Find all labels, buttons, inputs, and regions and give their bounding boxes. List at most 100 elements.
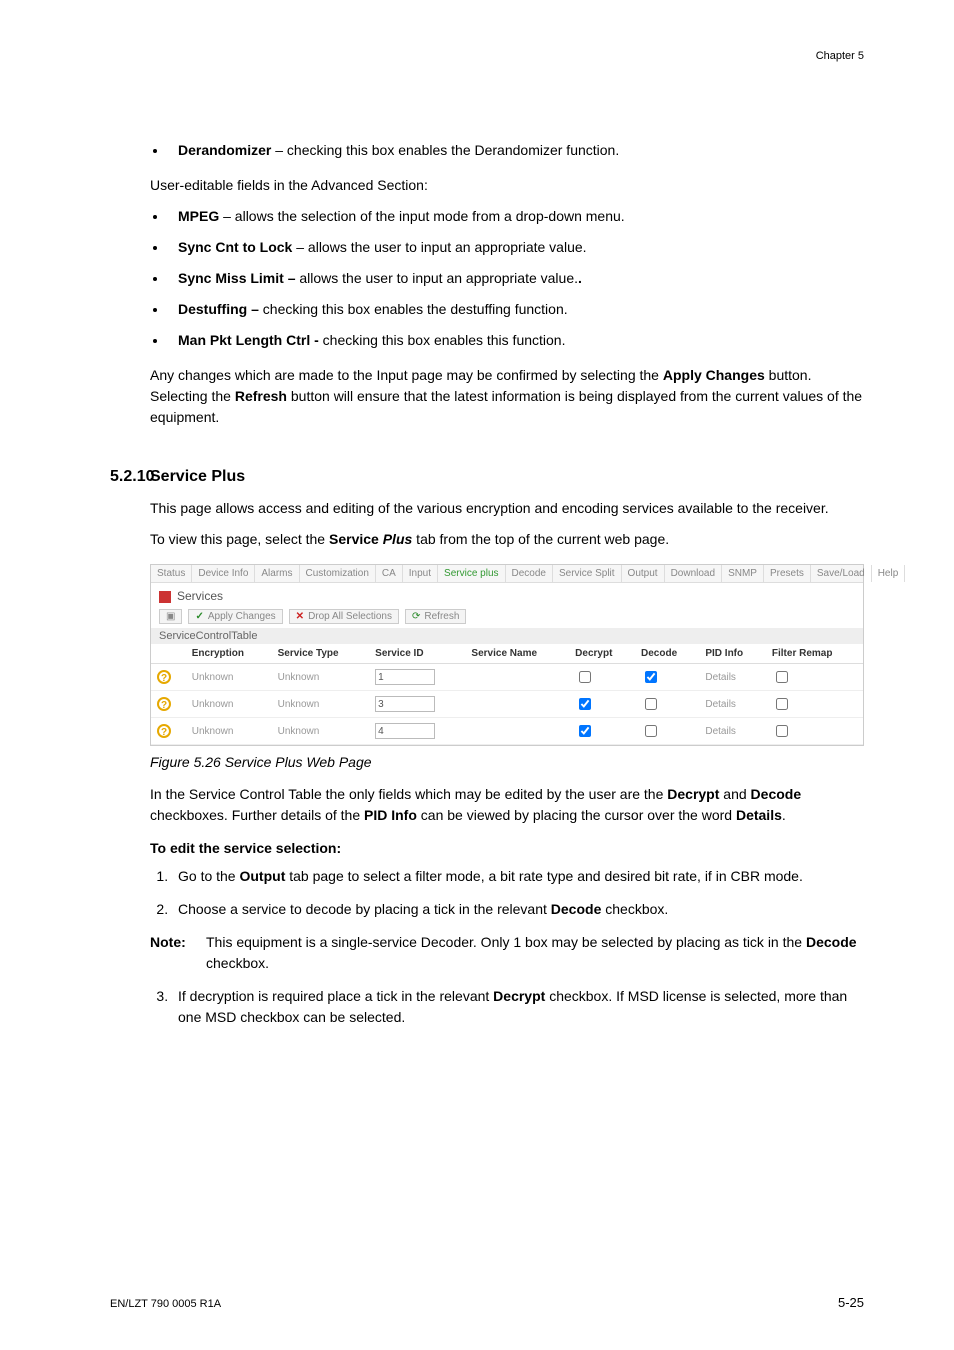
cell-pid-info[interactable]: Details bbox=[699, 691, 766, 718]
table-row: ? Unknown Unknown Details bbox=[151, 718, 863, 745]
editable-bullet-list: MPEG – allows the selection of the input… bbox=[110, 206, 864, 351]
term-text: – checking this box enables the Derandom… bbox=[271, 142, 619, 158]
note-label: Note: bbox=[150, 932, 206, 974]
tab-customization[interactable]: Customization bbox=[300, 565, 376, 582]
tab-decode[interactable]: Decode bbox=[506, 565, 553, 582]
term-text: – allows the user to input an appropriat… bbox=[292, 239, 586, 255]
list-item: Sync Cnt to Lock – allows the user to in… bbox=[168, 237, 864, 258]
term: Sync Cnt to Lock bbox=[178, 239, 292, 255]
decrypt-checkbox[interactable] bbox=[579, 698, 591, 710]
col-service-name: Service Name bbox=[465, 644, 569, 664]
intro-bullet-list: Derandomizer – checking this box enables… bbox=[110, 140, 864, 161]
refresh-icon: ⟳ bbox=[412, 611, 420, 622]
step-item: Go to the Output tab page to select a fi… bbox=[172, 866, 864, 887]
note: Note: This equipment is a single-service… bbox=[150, 932, 864, 974]
steps-list: Go to the Output tab page to select a fi… bbox=[150, 866, 864, 920]
steps-list-continued: If decryption is required place a tick i… bbox=[150, 986, 864, 1028]
term: Man Pkt Length Ctrl - bbox=[178, 332, 319, 348]
step-item: If decryption is required place a tick i… bbox=[172, 986, 864, 1028]
filter-remap-checkbox[interactable] bbox=[776, 698, 788, 710]
list-item: Destuffing – checking this box enables t… bbox=[168, 299, 864, 320]
section-paragraph: To view this page, select the Service Pl… bbox=[150, 529, 864, 550]
col-filter-remap: Filter Remap bbox=[766, 644, 863, 664]
col-pid-info: PID Info bbox=[699, 644, 766, 664]
edit-selection-heading: To edit the service selection: bbox=[150, 840, 864, 856]
list-item: Derandomizer – checking this box enables… bbox=[168, 140, 864, 161]
services-icon bbox=[159, 591, 171, 603]
tab-service-split[interactable]: Service Split bbox=[553, 565, 622, 582]
tab-save-load[interactable]: Save/Load bbox=[811, 565, 872, 582]
tab-ca[interactable]: CA bbox=[376, 565, 403, 582]
cell-encryption: Unknown bbox=[186, 664, 272, 691]
tab-download[interactable]: Download bbox=[665, 565, 722, 582]
cell-pid-info[interactable]: Details bbox=[699, 718, 766, 745]
list-item: MPEG – allows the selection of the input… bbox=[168, 206, 864, 227]
decrypt-checkbox[interactable] bbox=[579, 725, 591, 737]
cell-service-type: Unknown bbox=[272, 691, 370, 718]
tab-bar: Status Device Info Alarms Customization … bbox=[151, 565, 863, 583]
service-control-table: Encryption Service Type Service ID Servi… bbox=[151, 644, 863, 745]
apply-changes-paragraph: Any changes which are made to the Input … bbox=[150, 365, 864, 428]
section-title: Service Plus bbox=[150, 468, 245, 486]
drop-all-button[interactable]: ✕Drop All Selections bbox=[289, 609, 399, 624]
footer-page-number: 5-25 bbox=[838, 1295, 864, 1310]
question-icon: ? bbox=[157, 697, 171, 711]
decode-checkbox[interactable] bbox=[645, 725, 657, 737]
check-icon: ✓ bbox=[195, 611, 203, 622]
tab-help[interactable]: Help bbox=[872, 565, 906, 582]
chapter-label: Chapter 5 bbox=[816, 50, 864, 62]
x-icon: ✕ bbox=[296, 611, 304, 622]
service-plus-screenshot: Status Device Info Alarms Customization … bbox=[150, 564, 864, 746]
decode-checkbox[interactable] bbox=[645, 671, 657, 683]
tab-input[interactable]: Input bbox=[403, 565, 438, 582]
term: Sync Miss Limit – bbox=[178, 270, 295, 286]
cell-encryption: Unknown bbox=[186, 691, 272, 718]
tab-presets[interactable]: Presets bbox=[764, 565, 811, 582]
cell-service-type: Unknown bbox=[272, 718, 370, 745]
term-text: checking this box enables the destuffing… bbox=[259, 301, 568, 317]
filter-remap-checkbox[interactable] bbox=[776, 671, 788, 683]
footer-doc-id: EN/LZT 790 0005 R1A bbox=[110, 1298, 221, 1310]
refresh-button[interactable]: ⟳Refresh bbox=[405, 609, 466, 624]
step-item: Choose a service to decode by placing a … bbox=[172, 899, 864, 920]
col-blank bbox=[151, 644, 186, 664]
term-text: – allows the selection of the input mode… bbox=[219, 208, 624, 224]
service-id-input[interactable] bbox=[375, 696, 435, 712]
apply-changes-button[interactable]: ✓Apply Changes bbox=[188, 609, 282, 624]
toolbar: ▣ ✓Apply Changes ✕Drop All Selections ⟳R… bbox=[151, 605, 863, 628]
services-heading: Services bbox=[151, 583, 863, 605]
col-decode: Decode bbox=[635, 644, 699, 664]
term-text: allows the user to input an appropriate … bbox=[295, 270, 578, 286]
col-decrypt: Decrypt bbox=[569, 644, 635, 664]
section-number: 5.2.10 bbox=[0, 468, 150, 486]
decrypt-checkbox[interactable] bbox=[579, 671, 591, 683]
post-figure-paragraph: In the Service Control Table the only fi… bbox=[150, 784, 864, 826]
table-row: ? Unknown Unknown Details bbox=[151, 691, 863, 718]
list-item: Sync Miss Limit – allows the user to inp… bbox=[168, 268, 864, 289]
cell-encryption: Unknown bbox=[186, 718, 272, 745]
cell-pid-info[interactable]: Details bbox=[699, 664, 766, 691]
filter-remap-checkbox[interactable] bbox=[776, 725, 788, 737]
decode-checkbox[interactable] bbox=[645, 698, 657, 710]
editable-intro: User-editable fields in the Advanced Sec… bbox=[150, 175, 864, 196]
term-text: checking this box enables this function. bbox=[319, 332, 566, 348]
question-icon: ? bbox=[157, 670, 171, 684]
tab-service-plus[interactable]: Service plus bbox=[438, 565, 505, 582]
tab-status[interactable]: Status bbox=[151, 565, 192, 582]
service-id-input[interactable] bbox=[375, 723, 435, 739]
list-item: Man Pkt Length Ctrl - checking this box … bbox=[168, 330, 864, 351]
cell-service-type: Unknown bbox=[272, 664, 370, 691]
sct-heading: ServiceControlTable bbox=[151, 628, 863, 644]
col-encryption: Encryption bbox=[186, 644, 272, 664]
term: MPEG bbox=[178, 208, 219, 224]
col-service-type: Service Type bbox=[272, 644, 370, 664]
tab-output[interactable]: Output bbox=[622, 565, 665, 582]
expand-button[interactable]: ▣ bbox=[159, 609, 182, 624]
tab-snmp[interactable]: SNMP bbox=[722, 565, 764, 582]
col-service-id: Service ID bbox=[369, 644, 465, 664]
figure-caption: Figure 5.26 Service Plus Web Page bbox=[150, 754, 864, 770]
service-id-input[interactable] bbox=[375, 669, 435, 685]
tab-device-info[interactable]: Device Info bbox=[192, 565, 255, 582]
tab-alarms[interactable]: Alarms bbox=[255, 565, 299, 582]
table-row: ? Unknown Unknown Details bbox=[151, 664, 863, 691]
